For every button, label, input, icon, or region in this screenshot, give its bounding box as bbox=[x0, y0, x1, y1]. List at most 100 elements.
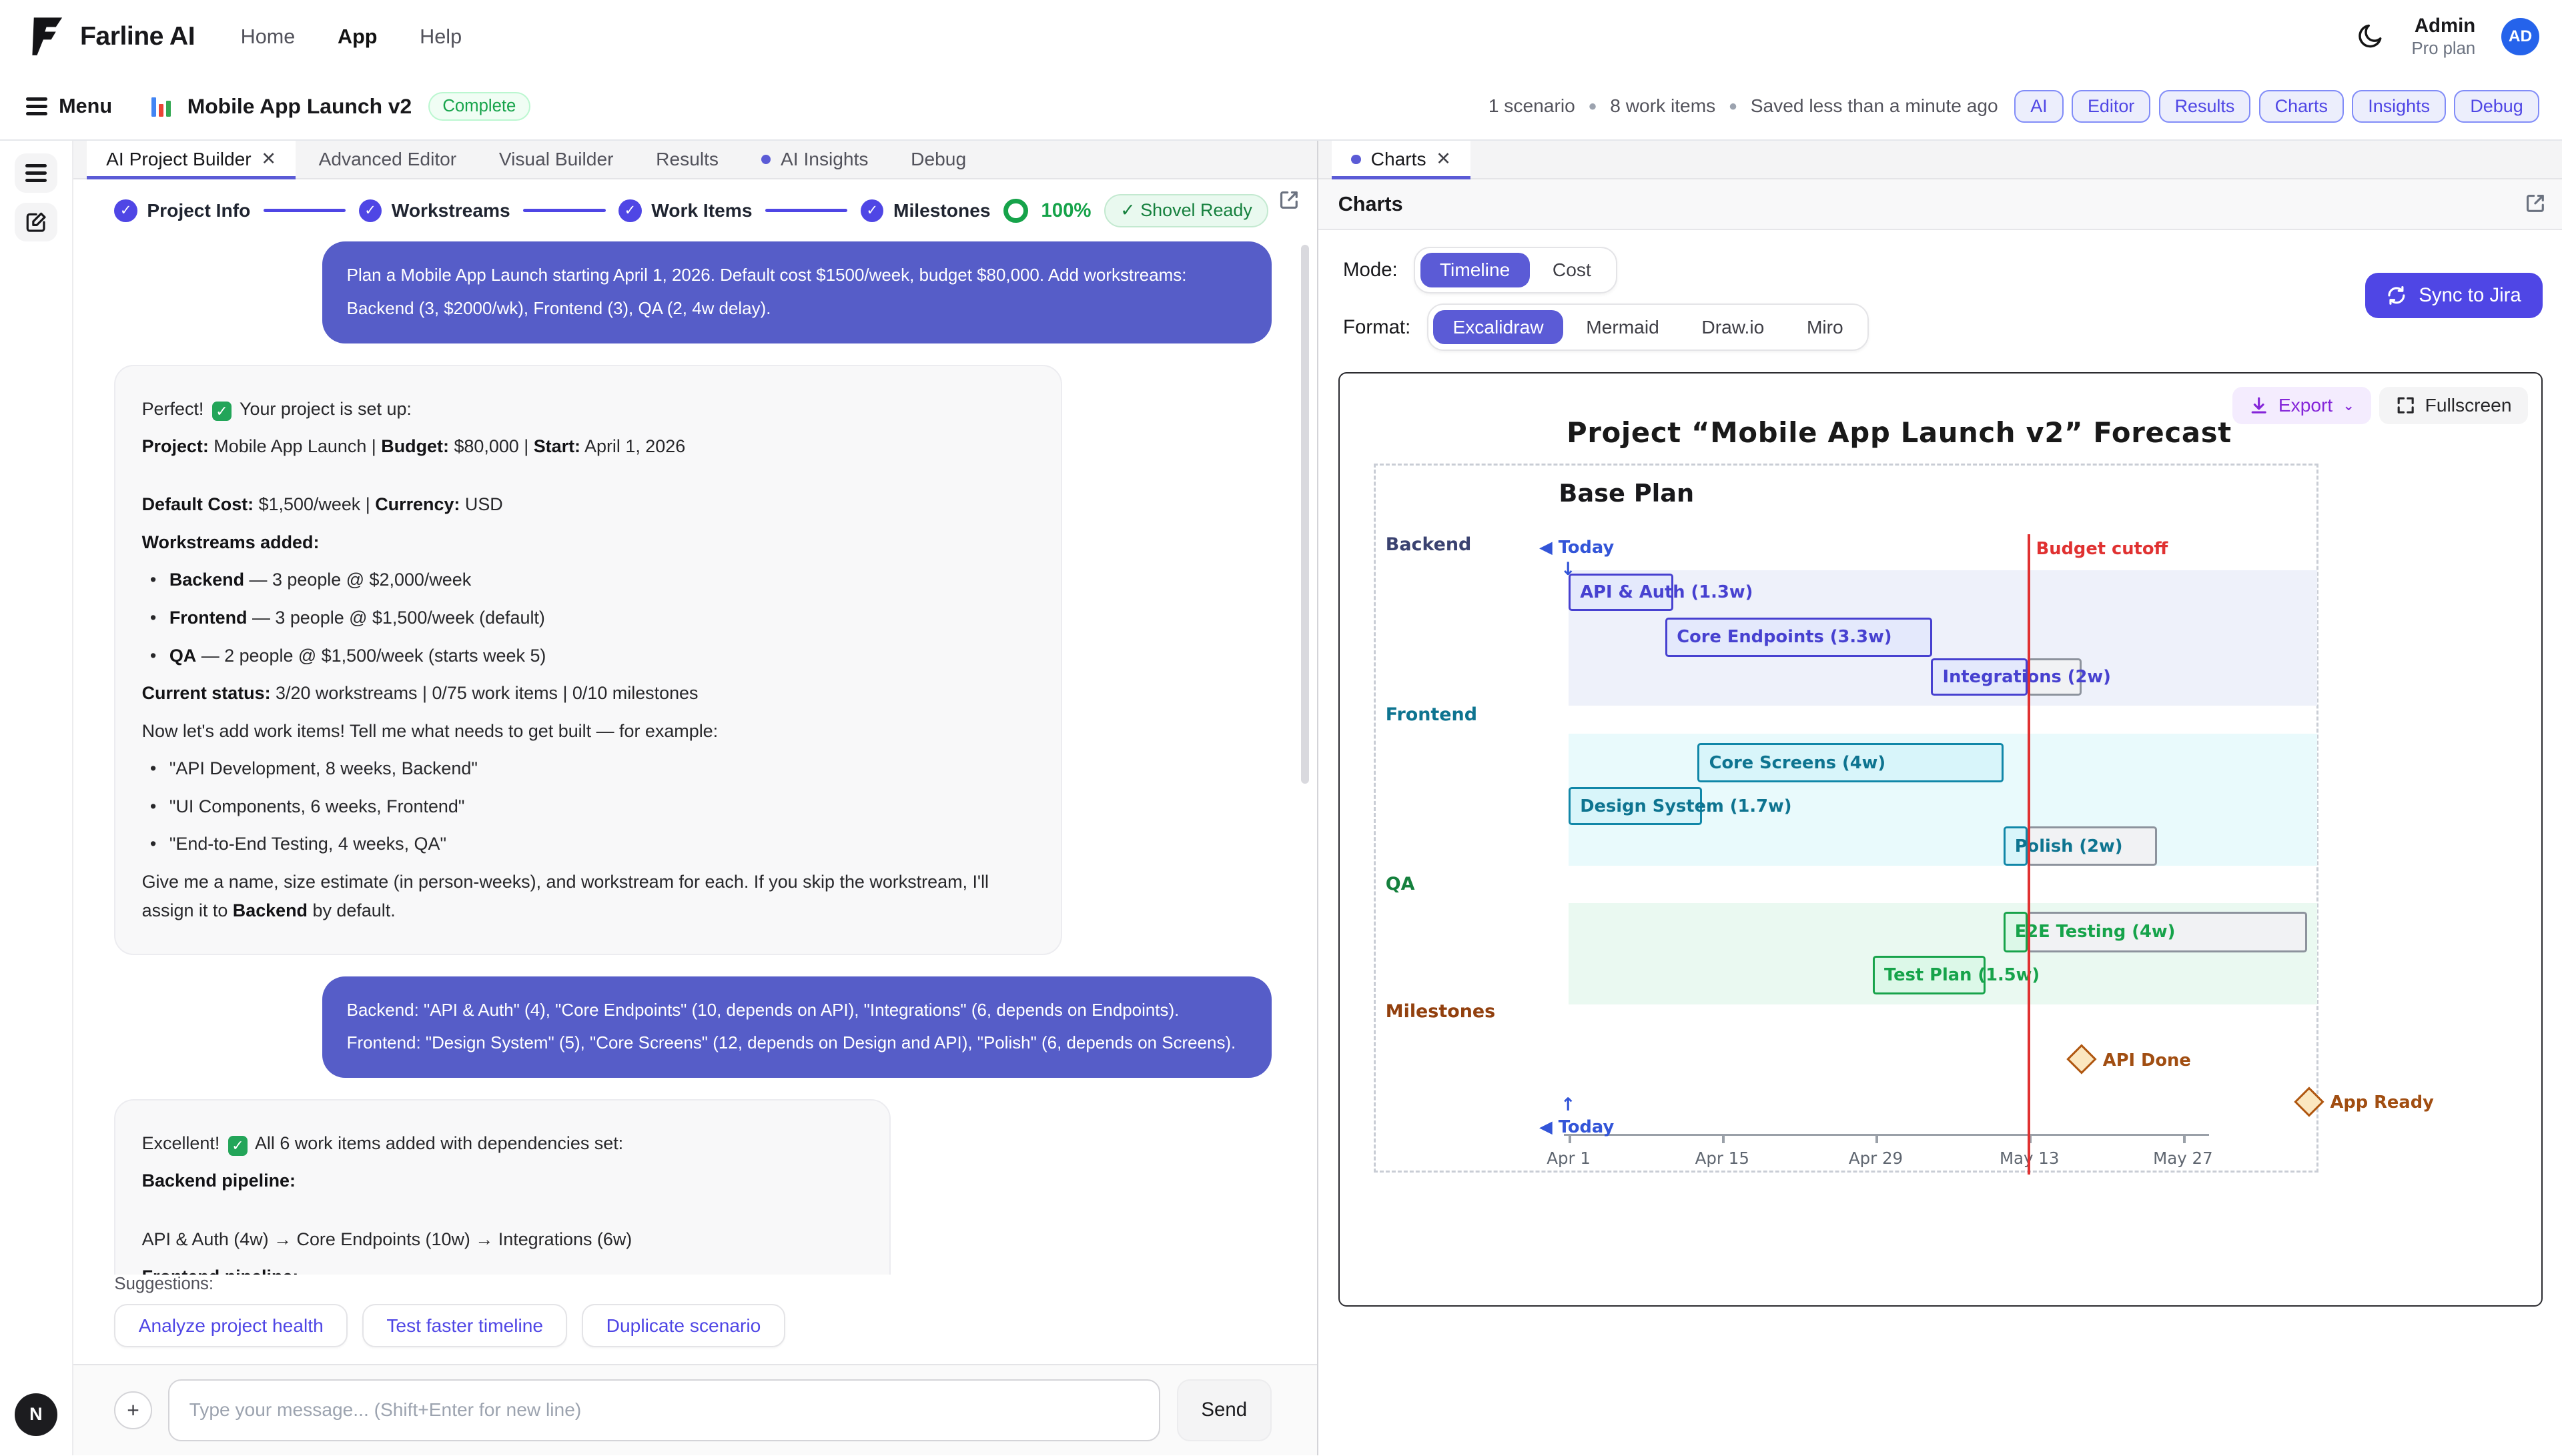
milestone-label: API Done bbox=[2102, 1050, 2191, 1070]
format-label: Format: bbox=[1343, 315, 1411, 338]
rail-edit-button[interactable] bbox=[15, 202, 57, 242]
gantt-bar-frontend[interactable]: Polish (2w) bbox=[2003, 826, 2157, 866]
section-label-backend: Backend bbox=[1385, 534, 1472, 555]
section-label-frontend: Frontend bbox=[1385, 704, 1477, 725]
step-label: Work Items bbox=[651, 199, 753, 221]
bar-label: Core Endpoints (3.3w) bbox=[1677, 627, 1892, 648]
check-circle-icon: ✓ bbox=[114, 199, 137, 223]
menu-button[interactable]: Menu bbox=[26, 95, 112, 118]
tab-charts[interactable]: Charts ✕ bbox=[1331, 140, 1471, 181]
project-bar: Menu Mobile App Launch v2 Complete 1 sce… bbox=[0, 73, 2562, 141]
shovel-ready-badge: ✓ Shovel Ready bbox=[1104, 194, 1268, 227]
hamburger-icon bbox=[26, 97, 47, 115]
view-pill-insights[interactable]: Insights bbox=[2352, 89, 2447, 123]
milestone-diamond-icon[interactable] bbox=[2066, 1044, 2097, 1074]
stat-text: 8 work items bbox=[1610, 95, 1716, 117]
mode-option-timeline[interactable]: Timeline bbox=[1420, 253, 1530, 287]
avatar[interactable]: AD bbox=[2501, 17, 2539, 56]
view-pill-ai[interactable]: AI bbox=[2014, 89, 2064, 123]
format-option-miro[interactable]: Miro bbox=[1806, 316, 1843, 337]
tab-visual-builder[interactable]: Visual Builder bbox=[479, 141, 632, 179]
tab-debug[interactable]: Debug bbox=[891, 141, 986, 179]
stepper-connector bbox=[523, 209, 606, 213]
suggestion-test-faster-timeline[interactable]: Test faster timeline bbox=[362, 1304, 568, 1348]
gantt-bar-frontend[interactable]: Design System (1.7w) bbox=[1569, 787, 1792, 825]
sync-to-jira-button[interactable]: Sync to Jira bbox=[2365, 272, 2543, 319]
open-in-new-icon[interactable] bbox=[2525, 193, 2546, 214]
send-button[interactable]: Send bbox=[1176, 1379, 1272, 1441]
dark-mode-toggle[interactable] bbox=[2356, 22, 2385, 51]
gantt-bar-backend[interactable]: API & Auth (1.3w) bbox=[1569, 573, 1753, 611]
suggestion-duplicate-scenario[interactable]: Duplicate scenario bbox=[582, 1304, 785, 1348]
milestone-diamond-icon[interactable] bbox=[2294, 1086, 2324, 1117]
nav-link-home[interactable]: Home bbox=[240, 25, 296, 48]
format-option-mermaid[interactable]: Mermaid bbox=[1586, 316, 1659, 337]
charts-header: Charts bbox=[1318, 179, 2562, 231]
brand-name: Farline AI bbox=[79, 22, 195, 51]
bar-segment bbox=[1665, 617, 1932, 657]
stepper-connector bbox=[765, 209, 848, 213]
message-input[interactable] bbox=[168, 1379, 1161, 1441]
open-in-new-icon[interactable] bbox=[1278, 189, 1300, 211]
tab-advanced-editor[interactable]: Advanced Editor bbox=[299, 141, 476, 179]
bar-segment-after-cutoff bbox=[2028, 911, 2308, 952]
moon-icon bbox=[2356, 22, 2385, 51]
today-label-bottom: ◀ Today bbox=[1539, 1117, 1615, 1138]
brand[interactable]: Farline AI bbox=[26, 16, 195, 57]
bar-segment bbox=[2003, 826, 2028, 866]
download-icon bbox=[2249, 396, 2268, 415]
close-icon[interactable]: ✕ bbox=[1436, 149, 1451, 169]
tab-label: Debug bbox=[911, 148, 967, 169]
chart-title[interactable]: Project “Mobile App Launch v2” Forecast bbox=[1567, 416, 2232, 449]
axis-tick-label: Apr 1 bbox=[1547, 1148, 1591, 1168]
fullscreen-button[interactable]: Fullscreen bbox=[2379, 386, 2528, 425]
assistant-message: Perfect! ✓ Your project is set up: Projec… bbox=[114, 364, 1271, 955]
view-pill-debug[interactable]: Debug bbox=[2454, 89, 2539, 123]
export-button[interactable]: Export ⌄ bbox=[2232, 386, 2371, 425]
format-option-excalidraw[interactable]: Excalidraw bbox=[1433, 309, 1563, 345]
check-emoji: ✓ bbox=[211, 401, 232, 422]
group-label[interactable]: Base Plan bbox=[1559, 478, 1695, 508]
rail-avatar[interactable]: N bbox=[15, 1393, 57, 1436]
status-badge: Complete bbox=[428, 92, 530, 121]
stepper-step-milestones: ✓ Milestones bbox=[861, 199, 991, 223]
chat-scrollbar[interactable] bbox=[1300, 245, 1310, 784]
suggestion-analyze-project-health[interactable]: Analyze project health bbox=[114, 1304, 348, 1348]
gantt-bar-backend[interactable]: Integrations (2w) bbox=[1931, 658, 2111, 696]
stepper-connector bbox=[263, 209, 346, 213]
format-option-drawio[interactable]: Draw.io bbox=[1701, 316, 1765, 337]
assistant-card: Excellent! ✓ All 6 work items added with… bbox=[114, 1099, 891, 1275]
chart-canvas[interactable]: Export ⌄ Fullscreen Project “Mobile App … bbox=[1338, 372, 2543, 1307]
bar-segment bbox=[1697, 743, 2004, 783]
project-stats: 1 scenario ● 8 work items ● Saved less than … bbox=[1488, 95, 1998, 117]
tab-label: Visual Builder bbox=[498, 148, 614, 169]
user-name: Admin bbox=[2414, 14, 2476, 37]
axis-tick bbox=[1722, 1133, 1725, 1144]
view-pill-results[interactable]: Results bbox=[2158, 89, 2251, 123]
suggestions: Suggestions: Analyze project health Test … bbox=[73, 1275, 1317, 1364]
bar-chart-icon bbox=[151, 95, 171, 117]
gantt-bar-frontend[interactable]: Core Screens (4w) bbox=[1697, 743, 2004, 783]
arrow-down-icon: ↓ bbox=[1560, 558, 1576, 580]
close-icon[interactable]: ✕ bbox=[261, 149, 276, 169]
chat-thread: Plan a Mobile App Launch starting April … bbox=[73, 241, 1317, 1275]
user-bubble: Plan a Mobile App Launch starting April … bbox=[322, 241, 1272, 343]
check-circle-icon: ✓ bbox=[618, 199, 642, 223]
tab-results[interactable]: Results bbox=[636, 141, 739, 179]
tab-label: Results bbox=[656, 148, 719, 169]
attach-button[interactable]: + bbox=[114, 1391, 152, 1429]
view-pill-editor[interactable]: Editor bbox=[2071, 89, 2151, 123]
view-pill-charts[interactable]: Charts bbox=[2258, 89, 2344, 123]
gantt-bar-qa[interactable]: E2E Testing (4w) bbox=[2003, 911, 2308, 952]
mode-option-cost[interactable]: Cost bbox=[1552, 259, 1591, 280]
check-circle-icon: ✓ bbox=[358, 199, 382, 223]
gantt-bar-qa[interactable]: Test Plan (1.5w) bbox=[1872, 955, 2040, 995]
tab-ai-project-builder[interactable]: AI Project Builder ✕ bbox=[86, 140, 296, 181]
gantt-bar-backend[interactable]: Core Endpoints (3.3w) bbox=[1665, 617, 1932, 657]
nav-link-help[interactable]: Help bbox=[420, 25, 462, 48]
unsaved-dot-icon bbox=[1351, 154, 1361, 165]
rail-menu-button[interactable] bbox=[15, 153, 57, 193]
tab-ai-insights[interactable]: AI Insights bbox=[741, 141, 888, 179]
nav-link-app[interactable]: App bbox=[338, 25, 378, 48]
